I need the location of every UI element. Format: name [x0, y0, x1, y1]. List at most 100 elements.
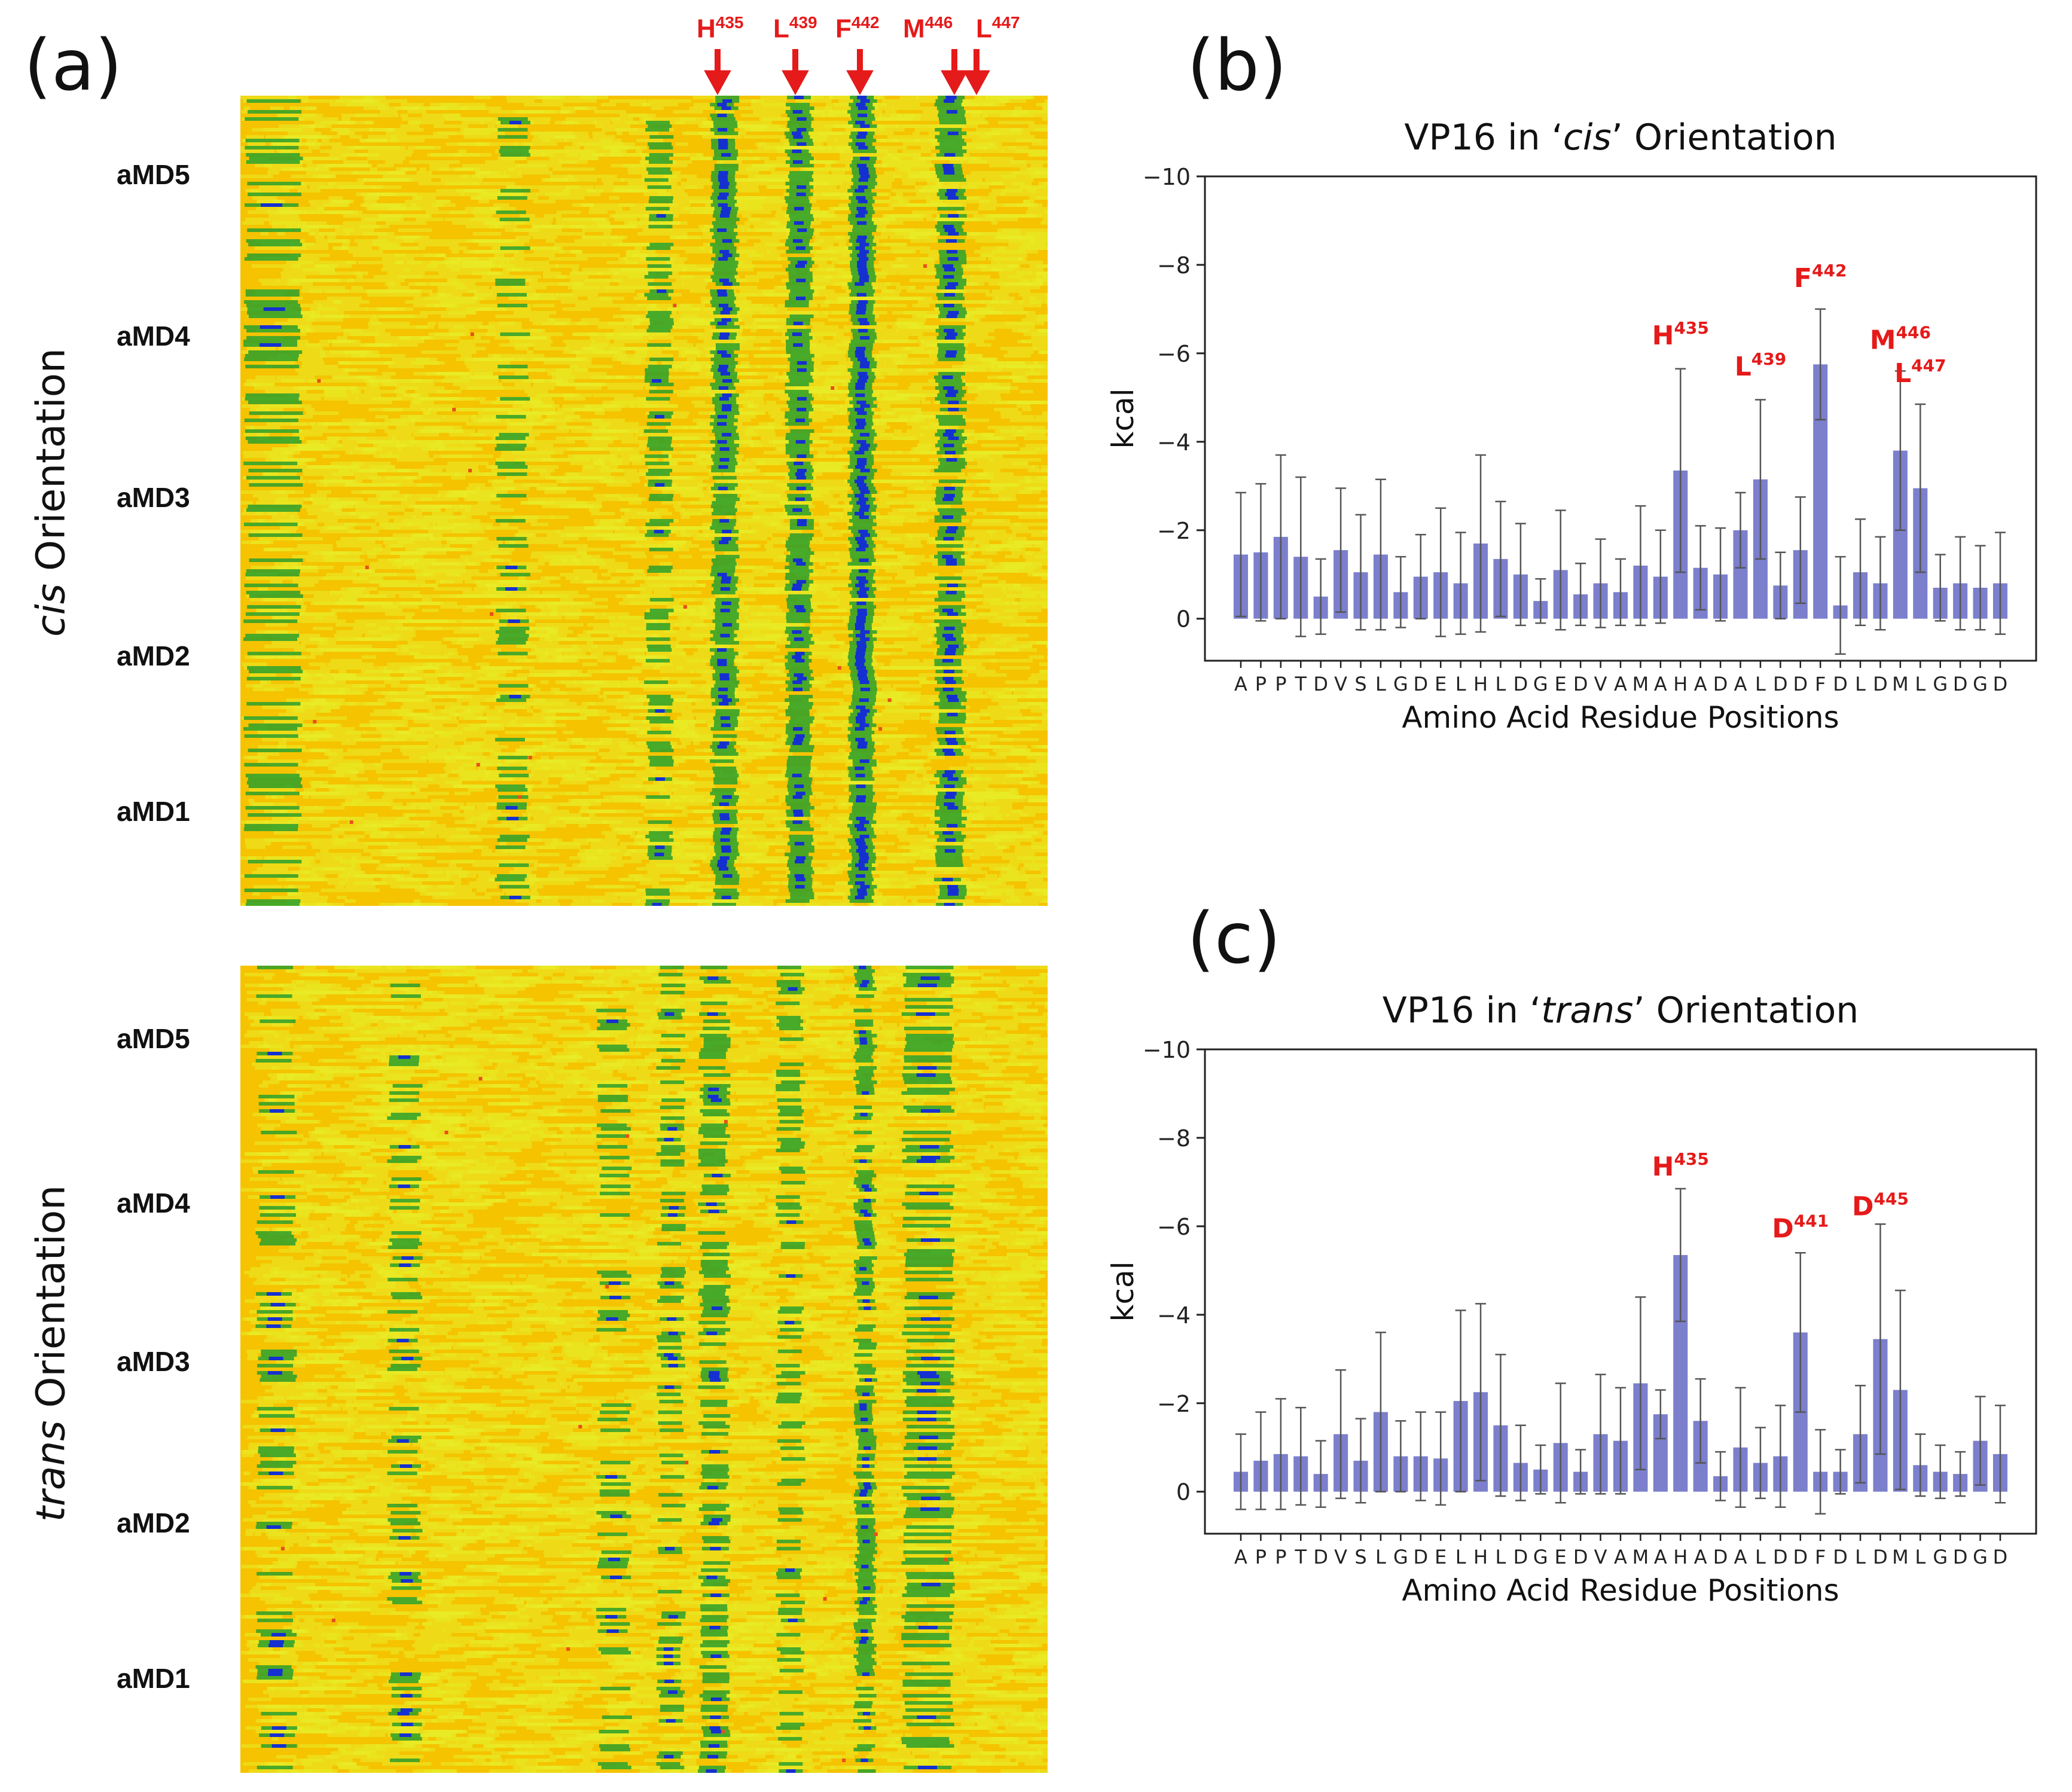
trans-chart-xtick-label: G [1933, 1546, 1948, 1568]
arrow-label-f442: F442 [835, 13, 880, 44]
trans-chart-xtick-label: D [1953, 1546, 1968, 1568]
cis-chart-ytick-label: −4 [1157, 429, 1191, 456]
trans-chart-ytick-label: −6 [1157, 1214, 1191, 1240]
cis-chart-xtick-label: L [1855, 673, 1866, 695]
trans-chart-ytick-label: 0 [1176, 1479, 1191, 1506]
trans-chart-xtick-label: G [1533, 1546, 1548, 1568]
trans-chart-xtick-label: L [1755, 1546, 1766, 1568]
cis-chart-xtick-label: D [1413, 673, 1428, 695]
trans-chart-xtick-label: H [1473, 1546, 1488, 1568]
cis-chart-xtick-label: M [1632, 673, 1649, 695]
cis-chart-xtick-label: A [1234, 673, 1247, 695]
trans-chart-xtick-label: M [1892, 1546, 1909, 1568]
cis-chart-xtick-label: E [1555, 673, 1567, 695]
cis-chart-xtick-label: D [1573, 673, 1588, 695]
cis-chart-xtick-label: D [1953, 673, 1968, 695]
cis-chart-ytick-label: −2 [1157, 518, 1191, 544]
trans-chart-annotation: D441 [1772, 1211, 1829, 1244]
cis-chart-xtick-label: F [1815, 673, 1826, 695]
cis-chart-xtick-label: L [1455, 673, 1466, 695]
cis-chart-title: VP16 in ‘cis’ Orientation [1404, 117, 1836, 158]
cis-chart-xtick-label: V [1594, 673, 1607, 695]
panel-b-letter: (b) [1187, 24, 1287, 106]
cis-chart-xtick-label: T [1294, 673, 1307, 695]
cis-chart-annotation: M446 [1870, 322, 1931, 355]
cis-chart-xtick-label: L [1375, 673, 1386, 695]
run-label-top-aMD3: aMD3 [117, 482, 190, 513]
cis-chart-xtick-label: A [1734, 673, 1747, 695]
cis-chart-xtick-label: G [1933, 673, 1948, 695]
cis-chart-xtick-label: D [1993, 673, 2008, 695]
trans-chart-annotation: D445 [1852, 1189, 1909, 1222]
cis-chart-xtick-label: A [1614, 673, 1627, 695]
trans-chart-xtick-label: L [1375, 1546, 1386, 1568]
cis-chart-xtick-label: G [1973, 673, 1988, 695]
trans-chart-xtick-label: E [1435, 1546, 1447, 1568]
trans-chart-xtick-label: P [1275, 1546, 1286, 1568]
run-label-bottom-aMD4: aMD4 [117, 1187, 190, 1219]
heatmap-cis [240, 96, 1048, 906]
trans-chart-annotation: H435 [1652, 1149, 1709, 1182]
cis-chart-ylabel: kcal [1106, 389, 1140, 449]
cis-chart-annotation: H435 [1652, 318, 1709, 351]
cis-chart-xtick-label: D [1713, 673, 1728, 695]
arrow-l447-icon [963, 49, 990, 96]
trans-chart-xtick-label: D [1773, 1546, 1788, 1568]
run-label-top-aMD5: aMD5 [117, 159, 190, 190]
cis-chart-xlabel: Amino Acid Residue Positions [1402, 700, 1839, 735]
cis-chart-xtick-label: A [1694, 673, 1707, 695]
trans-chart-xtick-label: H [1673, 1546, 1687, 1568]
arrow-l439-icon [782, 49, 809, 96]
arrow-label-l439: L439 [773, 13, 817, 44]
trans-chart-ytick-label: −2 [1157, 1391, 1191, 1417]
trans-chart-xtick-label: L [1496, 1546, 1506, 1568]
trans-chart-xtick-label: D [1513, 1546, 1528, 1568]
trans-chart-xtick-label: E [1555, 1546, 1567, 1568]
panel-a-letter: (a) [24, 24, 123, 106]
trans-chart-xtick-label: D [1833, 1546, 1848, 1568]
trans-chart-xtick-label: G [1973, 1546, 1988, 1568]
trans-chart-xtick-label: A [1234, 1546, 1247, 1568]
trans-chart-xtick-label: V [1334, 1546, 1347, 1568]
cis-chart-xtick-label: E [1435, 673, 1447, 695]
trans-chart-xtick-label: T [1294, 1546, 1307, 1568]
cis-chart-annotation: F442 [1794, 261, 1847, 294]
cis-chart-xtick-label: G [1533, 673, 1548, 695]
trans-chart-xtick-label: A [1694, 1546, 1707, 1568]
cis-chart-annotation: L447 [1894, 356, 1946, 389]
cis-chart-xtick-label: G [1393, 673, 1408, 695]
trans-chart-xtick-label: D [1313, 1546, 1328, 1568]
trans-chart-xtick-label: A [1654, 1546, 1667, 1568]
cis-chart-ytick-label: −10 [1143, 164, 1191, 190]
cis-chart-xtick-label: L [1755, 673, 1766, 695]
cis-chart-xtick-label: D [1873, 673, 1888, 695]
cis-chart-xtick-label: V [1334, 673, 1347, 695]
run-label-bottom-aMD1: aMD1 [117, 1663, 190, 1694]
arrow-m446-icon [941, 49, 968, 96]
trans-chart-xtick-label: D [1573, 1546, 1588, 1568]
arrow-label-m446: M446 [903, 13, 953, 44]
cis-chart-xtick-label: A [1654, 673, 1667, 695]
cis-chart-xtick-label: M [1892, 673, 1909, 695]
trans-chart-xtick-label: A [1734, 1546, 1747, 1568]
cis-chart-xtick-label: P [1275, 673, 1286, 695]
trans-chart-ylabel: kcal [1106, 1262, 1140, 1322]
trans-chart-xtick-label: V [1594, 1546, 1607, 1568]
trans-chart-xtick-label: D [1793, 1546, 1808, 1568]
arrow-label-h435: H435 [697, 13, 744, 44]
cis-chart-xtick-label: H [1673, 673, 1687, 695]
cis-orientation-title: cis Orientation [28, 348, 74, 637]
trans-chart-xtick-label: A [1614, 1546, 1627, 1568]
cis-chart-xtick-label: D [1313, 673, 1328, 695]
cis-chart-xtick-label: P [1255, 673, 1267, 695]
run-label-top-aMD2: aMD2 [117, 640, 190, 671]
trans-chart-title: VP16 in ‘trans’ Orientation [1383, 990, 1859, 1031]
run-label-top-aMD4: aMD4 [117, 320, 190, 352]
trans-chart-xtick-label: D [1713, 1546, 1728, 1568]
trans-chart-xtick-label: G [1393, 1546, 1408, 1568]
cis-chart-xtick-label: D [1773, 673, 1788, 695]
run-label-bottom-aMD2: aMD2 [117, 1507, 190, 1538]
panel-c-letter: (c) [1187, 897, 1281, 979]
trans-chart-xtick-label: L [1455, 1546, 1466, 1568]
trans-orientation-title: trans Orientation [28, 1185, 74, 1522]
